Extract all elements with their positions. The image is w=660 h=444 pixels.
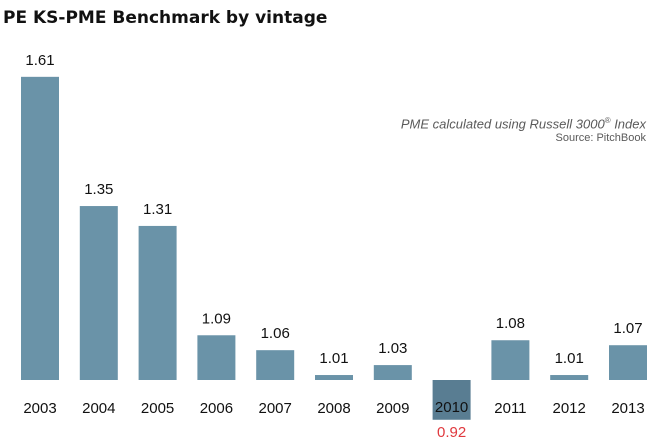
bar-2003 <box>21 76 59 380</box>
value-label-2007: 1.06 <box>261 325 290 342</box>
bar-2009 <box>373 365 412 380</box>
value-label-2010: 0.92 <box>437 424 466 441</box>
x-tick-label-2009: 2009 <box>376 400 409 417</box>
value-label-2009: 1.03 <box>378 340 407 357</box>
subtitle-prefix: PME calculated using Russell 3000 <box>400 116 605 132</box>
value-label-2008: 1.01 <box>319 350 348 367</box>
value-label-2003: 1.61 <box>25 52 54 69</box>
x-tick-label-2005: 2005 <box>141 400 174 417</box>
x-tick-label-2012: 2012 <box>553 400 586 417</box>
chart-subtitle: PME calculated using Russell 3000® Index <box>401 116 646 131</box>
bar-2010 <box>432 380 471 420</box>
value-label-2005: 1.31 <box>143 201 172 218</box>
x-tick-label-2010: 2010 <box>435 399 468 416</box>
x-tick-label-2011: 2011 <box>494 400 526 417</box>
x-tick-label-2004: 2004 <box>82 400 115 417</box>
value-label-2011: 1.08 <box>496 315 525 332</box>
x-tick-label-2006: 2006 <box>200 400 233 417</box>
subtitle-suffix: Index <box>610 116 646 132</box>
chart-title: PE KS-PME Benchmark by vintage <box>3 8 328 28</box>
registered-mark: ® <box>604 116 611 125</box>
bar-2004 <box>79 206 118 380</box>
value-label-2012: 1.01 <box>555 350 584 367</box>
bar-2005 <box>138 225 177 380</box>
chart-source: Source: PitchBook <box>555 132 647 144</box>
bar-2013 <box>609 345 647 380</box>
value-label-2013: 1.07 <box>613 320 642 337</box>
x-tick-label-2008: 2008 <box>317 400 350 417</box>
bar-2008 <box>315 375 353 380</box>
value-label-2004: 1.35 <box>84 181 113 198</box>
bar-2012 <box>550 375 589 380</box>
x-tick-label-2013: 2013 <box>611 400 644 417</box>
value-label-2006: 1.09 <box>202 310 231 327</box>
bar-2007 <box>256 350 295 380</box>
x-tick-label-2007: 2007 <box>259 400 292 417</box>
bar-2011 <box>491 340 530 380</box>
bar-2006 <box>197 335 236 380</box>
x-tick-label-2003: 2003 <box>23 400 56 417</box>
